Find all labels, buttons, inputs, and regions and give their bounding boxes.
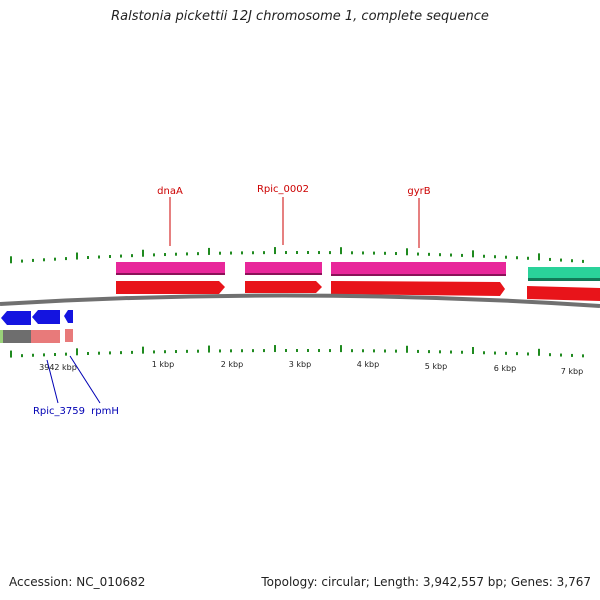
tick-label: 3942 kbp <box>39 363 77 372</box>
cds-arrow-rnpA[interactable] <box>64 310 73 323</box>
topology-text: Topology: circular; Length: 3,942,557 bp… <box>261 575 591 589</box>
cds-arrow-Rpic_3759[interactable] <box>1 311 31 325</box>
cds-arrow-rpmH[interactable] <box>32 310 60 324</box>
reverse-gene-labels: Rpic_3759 rpmH <box>33 355 119 417</box>
gene-label-Rpic_0002[interactable]: Rpic_0002 <box>257 184 309 195</box>
cds-arrow-gyrB[interactable] <box>331 281 505 296</box>
forward-gene-track <box>116 262 600 281</box>
outer-ticks <box>10 247 584 264</box>
tick-label: 4 kbp <box>357 360 379 369</box>
gene-feature-Rpic_0002[interactable] <box>245 262 322 275</box>
tick-label: 6 kbp <box>494 364 516 373</box>
reverse-gene-track <box>0 329 73 343</box>
tick-label: 3 kbp <box>289 360 311 369</box>
gene-label-gyrB[interactable]: gyrB <box>407 186 430 197</box>
gene-feature-gyrB[interactable] <box>331 262 506 276</box>
reverse-cds-track <box>1 310 73 325</box>
cds-arrow-next[interactable] <box>527 286 600 301</box>
map-title: Ralstonia pickettii 12J chromosome 1, co… <box>111 9 489 24</box>
tick-label: 5 kbp <box>425 362 447 371</box>
tick-label: 2 kbp <box>221 360 243 369</box>
gene-label-dnaA[interactable]: dnaA <box>157 186 183 197</box>
genome-backbone <box>0 293 600 308</box>
gene-label-rpmH[interactable]: rpmH <box>91 406 119 417</box>
tick-labels: 3942 kbp 1 kbp 2 kbp 3 kbp 4 kbp 5 kbp 6… <box>39 360 583 376</box>
accession-text: Accession: NC_010682 <box>9 575 146 589</box>
tick-label: 7 kbp <box>561 367 583 376</box>
tick-label: 1 kbp <box>152 360 174 369</box>
forward-cds-track <box>116 281 600 301</box>
forward-gene-labels: dnaA Rpic_0002 gyrB <box>157 184 431 248</box>
gene-feature-dnaA[interactable] <box>116 262 225 275</box>
gene-feature-rpmH[interactable] <box>65 329 73 342</box>
rrna-feature[interactable] <box>528 267 600 280</box>
inner-ticks <box>10 345 584 358</box>
cds-arrow-dnaA[interactable] <box>116 281 225 294</box>
gene-label-Rpic_3759[interactable]: Rpic_3759 <box>33 406 85 417</box>
gene-feature-Rpic_3759[interactable] <box>31 330 60 343</box>
cds-arrow-Rpic_0002[interactable] <box>245 281 322 293</box>
